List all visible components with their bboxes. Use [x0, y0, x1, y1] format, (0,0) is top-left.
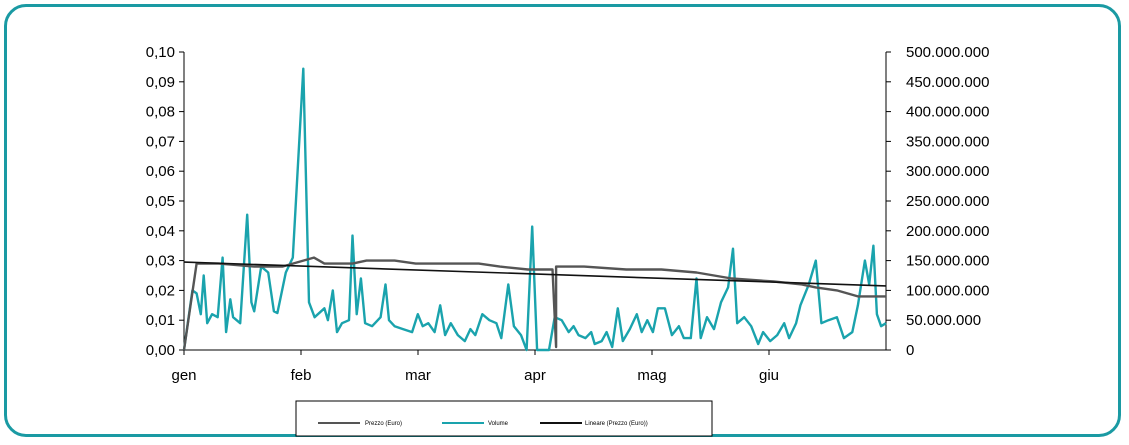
legend-label-0: Prezzo (Euro): [365, 421, 402, 427]
y-right-tick-label: 250.000.000: [906, 193, 989, 210]
y-left-tick-label: 0,07: [146, 133, 175, 150]
legend-label-2: Lineare (Prezzo (Euro)): [585, 421, 648, 427]
y-left-tick-label: 0,00: [146, 342, 175, 359]
series-line-2: [183, 261, 887, 287]
x-tick-label: giu: [759, 367, 779, 384]
y-right-tick-label: 100.000.000: [906, 282, 989, 299]
chart-frame: [4, 4, 1121, 437]
y-left-tick-label: 0,09: [146, 74, 175, 91]
y-right-tick-label: 350.000.000: [906, 133, 989, 150]
y-left-tick-label: 0,01: [146, 312, 175, 329]
y-right-tick-label: 0: [906, 342, 914, 359]
y-right-tick-label: 450.000.000: [906, 74, 989, 91]
series-line-1: [182, 67, 887, 352]
y-right-tick-label: 200.000.000: [906, 223, 989, 240]
y-left-tick-label: 0,05: [146, 193, 175, 210]
x-tick-label: mar: [405, 367, 431, 384]
y-right-tick-label: 300.000.000: [906, 163, 989, 180]
y-right-tick-label: 50.000.000: [906, 312, 981, 329]
y-left-tick-label: 0,08: [146, 104, 175, 121]
y-left-tick-label: 0,06: [146, 163, 175, 180]
legend-label-1: Volume: [488, 421, 509, 427]
y-left-tick-label: 0,04: [146, 223, 175, 240]
x-tick-label: mag: [637, 367, 666, 384]
y-right-tick-label: 150.000.000: [906, 253, 989, 270]
y-left-tick-label: 0,03: [146, 253, 175, 270]
legend-box: [295, 400, 713, 437]
y-right-tick-label: 400.000.000: [906, 104, 989, 121]
x-tick-label: gen: [171, 367, 196, 384]
y-left-tick-label: 0,02: [146, 282, 175, 299]
y-right-tick-label: 500.000.000: [906, 44, 989, 61]
y-left-tick-label: 0,10: [146, 44, 175, 61]
x-tick-label: feb: [291, 367, 312, 384]
x-tick-label: apr: [524, 367, 546, 384]
